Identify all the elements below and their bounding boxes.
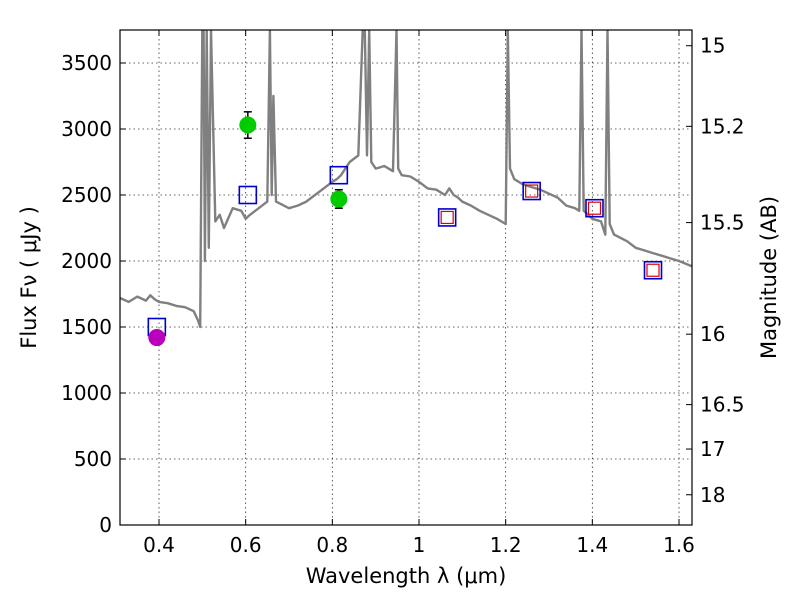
y2-tick-label: 15.2 [700,114,745,138]
x-tick-label: 1 [413,533,426,557]
y2-tick-label: 18 [700,483,725,507]
markers [147,111,663,347]
nir-photometry-square [440,210,454,225]
plot-frame [119,29,693,526]
y-tick-label: 3500 [61,51,112,75]
y2-tick-label: 15.5 [700,211,745,235]
y-axis-title: Flux Fν ( μJy ) [17,206,41,349]
model-photometry-square [522,181,541,201]
y2-axis-title: Magnitude (AB) [757,196,781,359]
x-tick-label: 1.4 [576,533,608,557]
y-tick-label: 2000 [61,249,112,273]
y-tick-label: 500 [74,447,112,471]
y-tick-label: 2500 [61,183,112,207]
x-axis-title: Wavelength λ (μm) [306,564,507,588]
model-photometry-square [437,208,457,227]
x-tick-label: 0.8 [316,533,348,557]
nir-photometry-square [525,184,539,198]
x-tick-label: 0.4 [143,533,175,557]
photometry-point [330,190,348,208]
plot-area [120,30,692,329]
y2-tick-label: 16 [700,322,725,346]
nir-photometry-square [587,201,602,215]
spectrum-line [120,30,692,329]
x-tick-label: 1.6 [663,533,695,557]
y2-tick-label: 15 [700,34,725,58]
axes: 0.4 0.6 0.8 1 1.2 1.4 1.6 0 500 1000 1500 2000 2500 3… [17,30,781,588]
model-photometry-square [329,165,349,185]
y-tick-label: 3000 [61,117,112,141]
y-tick-label: 1000 [61,381,112,405]
grid [120,30,692,526]
y2-tick-label: 16.5 [700,393,745,417]
photometry-point [239,116,257,134]
y2-tick-label: 17 [700,437,725,461]
x-tick-label: 1.2 [490,533,522,557]
y-tick-label: 1500 [61,315,112,339]
nir-photometry-square [646,263,660,277]
y-tick-label: 0 [99,513,112,537]
model-photometry-square [238,185,258,205]
photometry-point [148,329,166,347]
model-photometry-square [643,260,663,280]
x-tick-label: 0.6 [230,533,262,557]
model-photometry-square [585,198,604,218]
